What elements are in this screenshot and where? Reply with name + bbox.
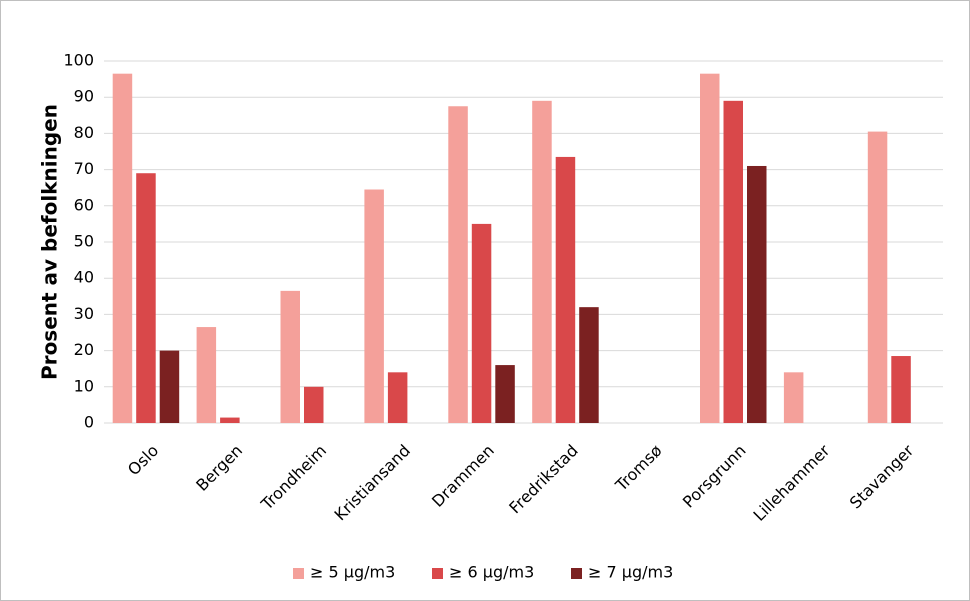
y-tick-label: 20	[74, 340, 94, 359]
x-tick-label: Tromsø	[611, 441, 666, 496]
bar	[891, 356, 911, 423]
bar	[112, 73, 133, 424]
bar	[364, 189, 384, 423]
bar	[280, 290, 300, 423]
bar	[700, 73, 720, 424]
bar	[723, 100, 743, 423]
legend-label: ≥ 5 μg/m3	[310, 563, 395, 582]
x-tick-label: Stavanger	[846, 441, 918, 513]
bar	[159, 350, 180, 423]
legend-swatch	[571, 568, 582, 579]
legend-swatch	[432, 568, 443, 579]
bar	[471, 223, 492, 423]
y-tick-label: 60	[74, 195, 94, 214]
bar	[495, 365, 515, 423]
legend-label: ≥ 7 μg/m3	[588, 563, 673, 582]
legend-label: ≥ 6 μg/m3	[449, 563, 534, 582]
x-tick-label: Oslo	[124, 441, 162, 479]
y-axis-label: Prosent av befolkningen	[38, 104, 62, 380]
x-tick-label: Fredrikstad	[505, 441, 581, 517]
bars	[112, 73, 911, 424]
y-tick-label: 40	[74, 268, 94, 287]
bar	[136, 173, 156, 423]
x-tick-label: Bergen	[192, 441, 246, 495]
x-tick-label: Kristiansand	[331, 441, 414, 524]
legend-swatch	[293, 568, 304, 579]
bar	[783, 372, 804, 423]
y-tick-label: 0	[84, 413, 94, 432]
bar	[532, 100, 552, 423]
x-tick-label: Porsgrunn	[679, 441, 750, 512]
x-tick-labels: Oslo Bergen Trondheim Kristiansand Drammen Fr…	[124, 441, 918, 525]
bar	[579, 307, 599, 423]
bar	[448, 106, 468, 423]
y-tick-label: 80	[74, 123, 94, 142]
x-tick-label: Lillehammer	[750, 441, 834, 525]
bar	[867, 131, 888, 423]
grid-lines	[104, 60, 943, 424]
y-tick-label: 10	[74, 376, 94, 395]
y-tick-label: 70	[74, 159, 94, 178]
x-tick-label: Trondheim	[257, 441, 330, 514]
y-tick-label: 100	[63, 51, 94, 70]
legend: ≥ 5 μg/m3 ≥ 6 μg/m3 ≥ 7 μg/m3	[293, 563, 673, 582]
bar	[387, 372, 408, 423]
y-tick-label: 50	[74, 232, 94, 251]
x-tick-label: Drammen	[428, 441, 498, 511]
y-tick-label: 30	[74, 304, 94, 323]
y-tick-label: 90	[74, 87, 94, 106]
bar	[196, 327, 217, 423]
y-tick-labels: 0 10 20 30 40 50 60 70 80 90 100	[63, 51, 94, 432]
bar	[304, 386, 324, 423]
bar	[747, 165, 767, 424]
bar	[555, 156, 576, 423]
bar	[220, 417, 240, 423]
